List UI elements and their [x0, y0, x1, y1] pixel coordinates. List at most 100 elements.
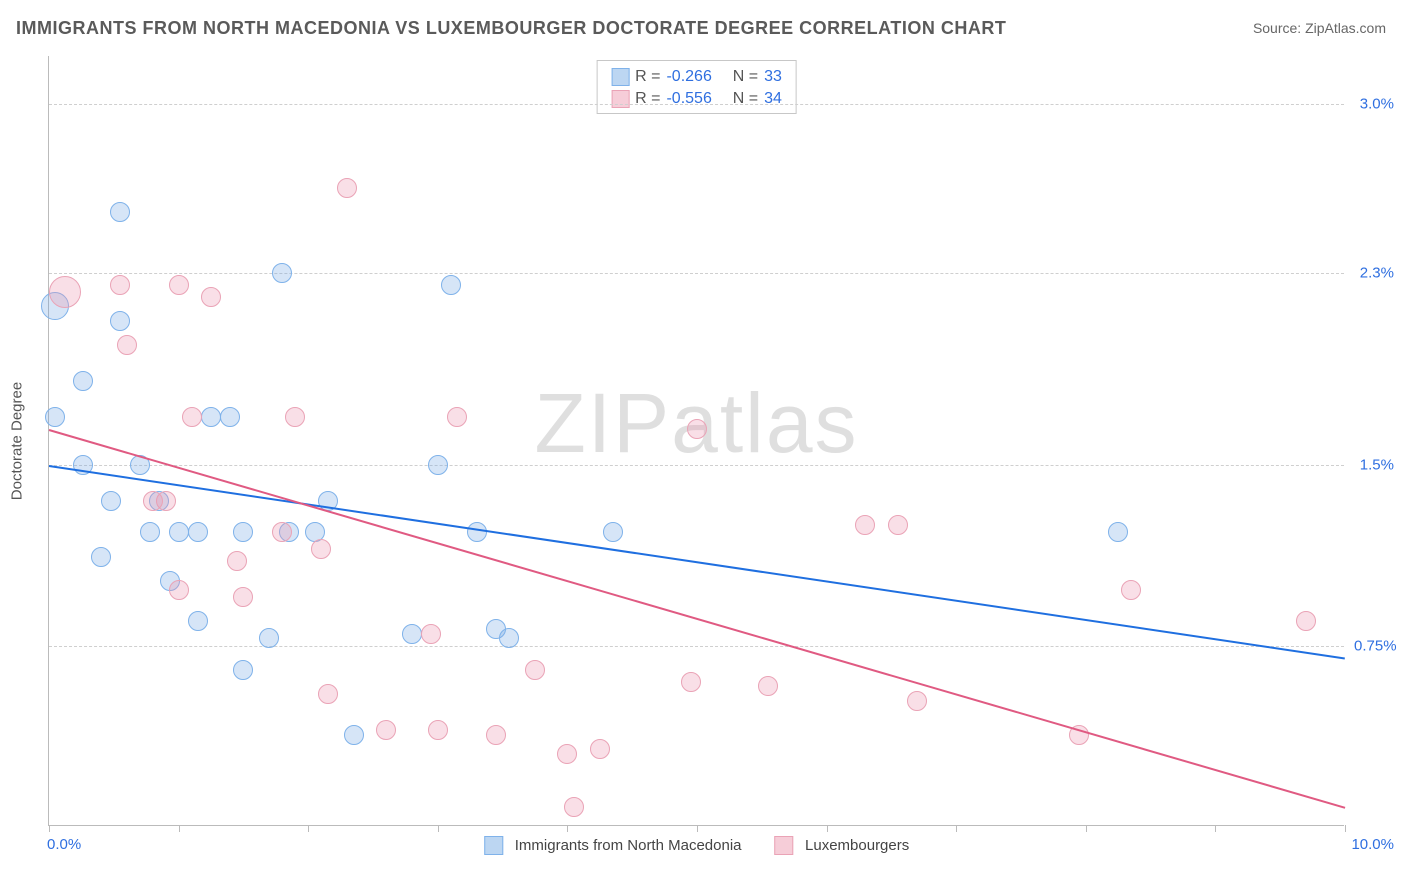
n-label: N =	[733, 66, 758, 88]
point-series1	[603, 522, 623, 542]
source-attribution: Source: ZipAtlas.com	[1253, 20, 1386, 36]
point-series2	[1296, 611, 1316, 631]
point-series1	[272, 263, 292, 283]
r-label: R =	[635, 66, 660, 88]
point-series2	[311, 539, 331, 559]
point-series2	[1121, 580, 1141, 600]
y-tick-label: 1.5%	[1354, 457, 1394, 474]
gridline	[49, 465, 1344, 466]
point-series2	[182, 407, 202, 427]
series1-name: Immigrants from North Macedonia	[515, 837, 742, 854]
point-series2	[143, 491, 163, 511]
chart-plot-area: Doctorate Degree ZIPatlas R = -0.266 N =…	[48, 56, 1344, 826]
point-series1	[344, 725, 364, 745]
x-tick	[438, 825, 439, 832]
r-value-series2: -0.556	[666, 88, 711, 110]
point-series2	[318, 684, 338, 704]
n-value-series1: 33	[764, 66, 782, 88]
x-axis-end-label: 10.0%	[1351, 836, 1394, 853]
x-tick	[1345, 825, 1346, 832]
point-series2	[169, 580, 189, 600]
r-value-series1: -0.266	[666, 66, 711, 88]
swatch-series2	[611, 90, 629, 108]
point-series2	[376, 720, 396, 740]
point-series1	[428, 455, 448, 475]
point-series2	[49, 276, 81, 308]
legend-row: R = -0.556 N = 34	[611, 88, 782, 110]
gridline	[49, 646, 1344, 647]
series2-name: Luxembourgers	[805, 837, 909, 854]
gridline	[49, 104, 1344, 105]
point-series2	[486, 725, 506, 745]
swatch-series1	[484, 836, 503, 855]
x-tick	[179, 825, 180, 832]
point-series1	[169, 522, 189, 542]
point-series2	[888, 515, 908, 535]
point-series1	[101, 491, 121, 511]
point-series1	[402, 624, 422, 644]
point-series2	[201, 287, 221, 307]
point-series2	[557, 744, 577, 764]
point-series2	[169, 275, 189, 295]
y-tick-label: 2.3%	[1354, 264, 1394, 281]
y-tick-label: 0.75%	[1354, 637, 1394, 654]
chart-title: IMMIGRANTS FROM NORTH MACEDONIA VS LUXEM…	[16, 18, 1006, 39]
x-tick	[827, 825, 828, 832]
point-series2	[117, 335, 137, 355]
point-series2	[855, 515, 875, 535]
point-series1	[45, 407, 65, 427]
point-series1	[441, 275, 461, 295]
point-series1	[467, 522, 487, 542]
point-series2	[428, 720, 448, 740]
x-axis-start-label: 0.0%	[47, 836, 81, 853]
point-series2	[564, 797, 584, 817]
point-series2	[272, 522, 292, 542]
x-tick	[956, 825, 957, 832]
point-series2	[421, 624, 441, 644]
y-axis-title: Doctorate Degree	[9, 381, 26, 499]
series-legend: Immigrants from North Macedonia Luxembou…	[484, 836, 910, 855]
x-tick	[308, 825, 309, 832]
correlation-legend: R = -0.266 N = 33 R = -0.556 N = 34	[596, 60, 797, 114]
swatch-series1	[611, 68, 629, 86]
point-series1	[73, 371, 93, 391]
point-series2	[590, 739, 610, 759]
point-series2	[907, 691, 927, 711]
point-series2	[687, 419, 707, 439]
point-series2	[447, 407, 467, 427]
y-tick-label: 3.0%	[1354, 96, 1394, 113]
point-series2	[525, 660, 545, 680]
gridline	[49, 273, 1344, 274]
point-series2	[337, 178, 357, 198]
point-series1	[91, 547, 111, 567]
point-series2	[227, 551, 247, 571]
point-series1	[110, 311, 130, 331]
n-label: N =	[733, 88, 758, 110]
trendline-series2	[49, 429, 1346, 809]
point-series2	[758, 676, 778, 696]
point-series1	[1108, 522, 1128, 542]
point-series1	[233, 660, 253, 680]
point-series1	[220, 407, 240, 427]
x-tick	[697, 825, 698, 832]
point-series1	[233, 522, 253, 542]
legend-row: R = -0.266 N = 33	[611, 66, 782, 88]
point-series2	[681, 672, 701, 692]
point-series1	[110, 202, 130, 222]
x-tick	[49, 825, 50, 832]
point-series1	[259, 628, 279, 648]
x-tick	[567, 825, 568, 832]
point-series1	[140, 522, 160, 542]
point-series2	[233, 587, 253, 607]
point-series2	[285, 407, 305, 427]
point-series1	[188, 611, 208, 631]
swatch-series2	[774, 836, 793, 855]
r-label: R =	[635, 88, 660, 110]
n-value-series2: 34	[764, 88, 782, 110]
point-series1	[499, 628, 519, 648]
point-series2	[110, 275, 130, 295]
x-tick	[1215, 825, 1216, 832]
point-series1	[188, 522, 208, 542]
watermark-bold: ZIP	[534, 376, 671, 470]
point-series1	[201, 407, 221, 427]
